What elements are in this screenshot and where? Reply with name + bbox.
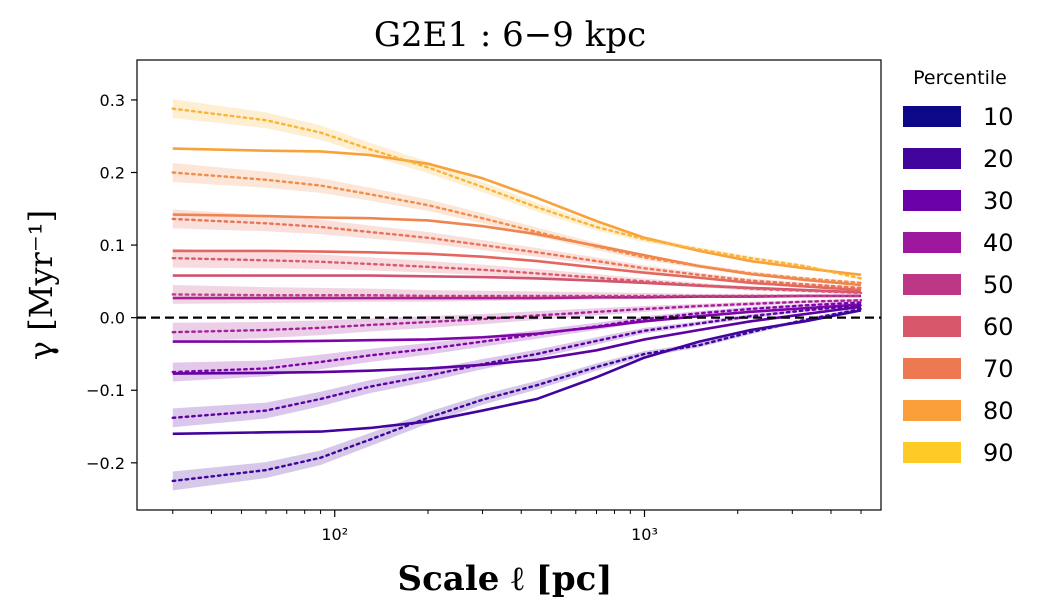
- band-dotted-1: [172, 307, 862, 491]
- legend-label-10: 10: [983, 103, 1014, 131]
- legend-label-20: 20: [983, 145, 1014, 173]
- legend-label-90: 90: [983, 439, 1014, 467]
- legend-swatch-40: [903, 232, 961, 253]
- chart-title: G2E1 : 6−9 kpc: [374, 15, 646, 55]
- y-tick-label: 0.2: [100, 164, 125, 183]
- series-dotted-7: [171, 217, 863, 290]
- series-dotted-5: [171, 293, 863, 298]
- series-dotted-3: [171, 301, 863, 374]
- legend-label-80: 80: [983, 397, 1014, 425]
- legend-swatch-80: [903, 400, 961, 421]
- legend-swatch-50: [903, 274, 961, 295]
- series-solid-2: [172, 305, 862, 375]
- legend-label-50: 50: [983, 271, 1014, 299]
- legend-swatch-60: [903, 316, 961, 337]
- series-dotted-2: [171, 304, 863, 420]
- legend-label-30: 30: [983, 187, 1014, 215]
- legend-swatch-30: [903, 190, 961, 211]
- y-tick-label: −0.2: [86, 454, 125, 473]
- band-dotted-2: [172, 303, 862, 428]
- legend-swatch-90: [903, 442, 961, 463]
- band-dotted-3: [172, 300, 862, 382]
- y-tick-label: 0.0: [100, 309, 125, 328]
- legend-label-40: 40: [983, 229, 1014, 257]
- series-dotted-4: [171, 299, 863, 334]
- legend-title: Percentile: [913, 67, 1007, 89]
- series-dotted-6: [171, 256, 863, 295]
- series-solid-6: [172, 249, 862, 292]
- y-tick-label: −0.1: [86, 381, 125, 400]
- x-tick-label: 10³: [631, 525, 658, 544]
- series-solid-8: [172, 147, 862, 277]
- x-tick-label: 10²: [321, 525, 348, 544]
- plot-frame: [136, 59, 882, 511]
- y-axis-label: γ [Myr⁻¹]: [22, 210, 60, 360]
- y-tick-label: 0.3: [100, 91, 125, 110]
- legend-label-70: 70: [983, 355, 1014, 383]
- legend-swatch-20: [903, 148, 961, 169]
- legend: 10 20 30 40 50 60 70 80 90: [903, 103, 1014, 467]
- y-tick-label: 0.1: [100, 236, 125, 255]
- legend-label-60: 60: [983, 313, 1014, 341]
- legend-swatch-10: [903, 106, 961, 127]
- x-axis-label: Scale ℓ [pc]: [398, 559, 613, 599]
- series-dotted-8: [171, 171, 863, 285]
- band-dotted-9: [172, 99, 862, 280]
- band-dotted-8: [172, 163, 862, 285]
- series-solid-1: [172, 309, 862, 436]
- series-dotted-9: [171, 107, 863, 280]
- band-dotted-4: [172, 298, 862, 342]
- legend-swatch-70: [903, 358, 961, 379]
- series-dotted-1: [171, 307, 863, 483]
